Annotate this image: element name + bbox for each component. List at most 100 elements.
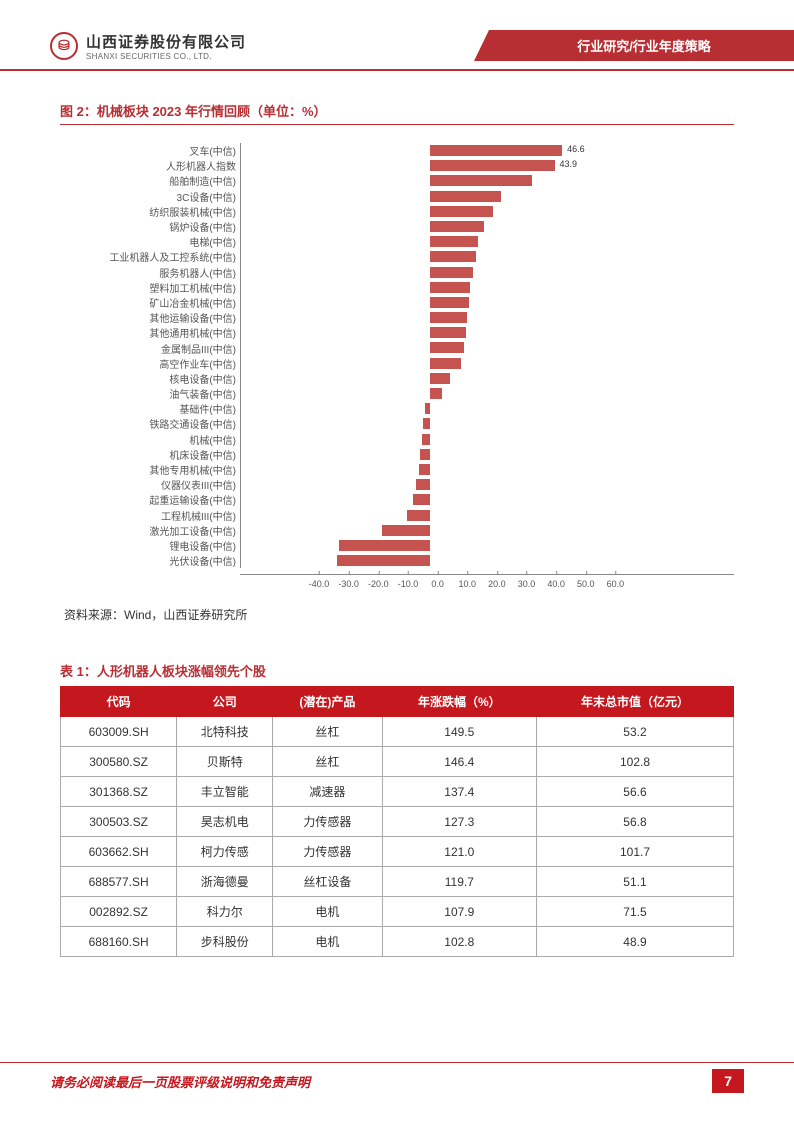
x-axis-tick: 30.0 xyxy=(518,579,536,589)
chart-row: 其他通用机械(中信) xyxy=(60,325,714,340)
chart-bar xyxy=(430,373,450,384)
logo-text: 山西证券股份有限公司 SHANXI SECURITIES CO., LTD. xyxy=(86,31,246,61)
chart-bar-area xyxy=(240,173,714,188)
chart-row: 油气装备(中信) xyxy=(60,386,714,401)
table-header-row: 代码公司(潜在)产品年涨跌幅（%）年末总市值（亿元） xyxy=(61,687,734,717)
chart-bar-area xyxy=(240,553,714,568)
chart-row: 锅炉设备(中信) xyxy=(60,219,714,234)
chart-category-label: 3C设备(中信) xyxy=(60,189,240,204)
table-cell: 107.9 xyxy=(382,897,536,927)
table-cell: 丝杠 xyxy=(273,717,382,747)
chart-row: 叉车(中信)46.6 xyxy=(60,143,714,158)
table-row: 603662.SH柯力传感力传感器121.0101.7 xyxy=(61,837,734,867)
table-cell: 56.8 xyxy=(536,807,733,837)
table-header-cell: (潜在)产品 xyxy=(273,687,382,717)
table-cell: 102.8 xyxy=(382,927,536,957)
chart-bar xyxy=(430,175,532,186)
chart-bar-area xyxy=(240,477,714,492)
chart-row: 工程机械III(中信) xyxy=(60,508,714,523)
chart-category-label: 金属制品III(中信) xyxy=(60,341,240,356)
table-row: 002892.SZ科力尔电机107.971.5 xyxy=(61,897,734,927)
chart-bar-area xyxy=(240,371,714,386)
chart-row: 工业机器人及工控系统(中信) xyxy=(60,249,714,264)
chart-category-label: 船舶制造(中信) xyxy=(60,173,240,188)
chart-bar xyxy=(430,267,473,278)
table-cell: 北特科技 xyxy=(177,717,273,747)
chart-bar-area xyxy=(240,508,714,523)
chart-bar xyxy=(339,540,430,551)
table-cell: 301368.SZ xyxy=(61,777,177,807)
chart-bar xyxy=(420,449,430,460)
chart-row: 光伏设备(中信) xyxy=(60,553,714,568)
x-axis-tick: 20.0 xyxy=(488,579,506,589)
table-cell: 101.7 xyxy=(536,837,733,867)
chart-bar xyxy=(337,555,431,566)
chart-category-label: 核电设备(中信) xyxy=(60,371,240,386)
chart-bar-area xyxy=(240,219,714,234)
chart-bar xyxy=(425,403,431,414)
table-cell: 300503.SZ xyxy=(61,807,177,837)
main-content: 图 2：机械板块 2023 年行情回顾（单位：%） 叉车(中信)46.6人形机器… xyxy=(0,71,794,957)
table-cell: 昊志机电 xyxy=(177,807,273,837)
x-axis-tick: 60.0 xyxy=(607,579,625,589)
report-category-banner: 行业研究/行业年度策略 xyxy=(474,30,794,61)
chart-bar xyxy=(430,221,484,232)
chart-bar xyxy=(430,312,467,323)
chart-bar-area xyxy=(240,280,714,295)
table-cell: 电机 xyxy=(273,897,382,927)
chart-row: 激光加工设备(中信) xyxy=(60,523,714,538)
chart-bar-area xyxy=(240,462,714,477)
chart-category-label: 高空作业车(中信) xyxy=(60,356,240,371)
table-cell: 688577.SH xyxy=(61,867,177,897)
x-axis-tick: -40.0 xyxy=(309,579,330,589)
bar-chart: 叉车(中信)46.6人形机器人指数43.9船舶制造(中信)3C设备(中信)纺织服… xyxy=(60,137,734,574)
chart-bar-area xyxy=(240,234,714,249)
chart-category-label: 锅炉设备(中信) xyxy=(60,219,240,234)
table-cell: 步科股份 xyxy=(177,927,273,957)
chart-bar-area xyxy=(240,401,714,416)
chart-bar-area xyxy=(240,310,714,325)
chart-category-label: 光伏设备(中信) xyxy=(60,553,240,568)
table-cell: 146.4 xyxy=(382,747,536,777)
table-cell: 102.8 xyxy=(536,747,733,777)
chart-bar-area: 46.6 xyxy=(240,143,714,158)
chart-row: 矿山冶金机械(中信) xyxy=(60,295,714,310)
chart-bar-area xyxy=(240,432,714,447)
chart-bar xyxy=(430,342,464,353)
chart-bar xyxy=(413,494,430,505)
table-header-cell: 年末总市值（亿元） xyxy=(536,687,733,717)
chart-bar xyxy=(430,160,555,171)
chart-bar-area xyxy=(240,538,714,553)
table-cell: 53.2 xyxy=(536,717,733,747)
x-axis-tick: -10.0 xyxy=(398,579,419,589)
chart-category-label: 基础件(中信) xyxy=(60,401,240,416)
chart-category-label: 其他通用机械(中信) xyxy=(60,325,240,340)
table-cell: 71.5 xyxy=(536,897,733,927)
x-axis-tick: 10.0 xyxy=(458,579,476,589)
table-cell: 56.6 xyxy=(536,777,733,807)
table-header-cell: 公司 xyxy=(177,687,273,717)
chart-bar xyxy=(416,479,430,490)
figure-title: 图 2：机械板块 2023 年行情回顾（单位：%） xyxy=(60,101,734,125)
table-row: 688160.SH步科股份电机102.848.9 xyxy=(61,927,734,957)
table-body: 603009.SH北特科技丝杠149.553.2300580.SZ贝斯特丝杠14… xyxy=(61,717,734,957)
chart-category-label: 激光加工设备(中信) xyxy=(60,523,240,538)
table-cell: 丝杠设备 xyxy=(273,867,382,897)
chart-bar-area xyxy=(240,340,714,355)
table-cell: 力传感器 xyxy=(273,807,382,837)
bar-value-label: 46.6 xyxy=(567,144,585,154)
chart-category-label: 机床设备(中信) xyxy=(60,447,240,462)
chart-row: 其他运输设备(中信) xyxy=(60,310,714,325)
table-cell: 137.4 xyxy=(382,777,536,807)
chart-bar-area xyxy=(240,386,714,401)
page-number: 7 xyxy=(712,1069,744,1093)
chart-bar xyxy=(430,145,562,156)
table-cell: 119.7 xyxy=(382,867,536,897)
chart-row: 基础件(中信) xyxy=(60,401,714,416)
chart-bar-area xyxy=(240,492,714,507)
chart-row: 电梯(中信) xyxy=(60,234,714,249)
chart-category-label: 机械(中信) xyxy=(60,432,240,447)
chart-category-label: 油气装备(中信) xyxy=(60,386,240,401)
table-cell: 48.9 xyxy=(536,927,733,957)
table-cell: 丝杠 xyxy=(273,747,382,777)
